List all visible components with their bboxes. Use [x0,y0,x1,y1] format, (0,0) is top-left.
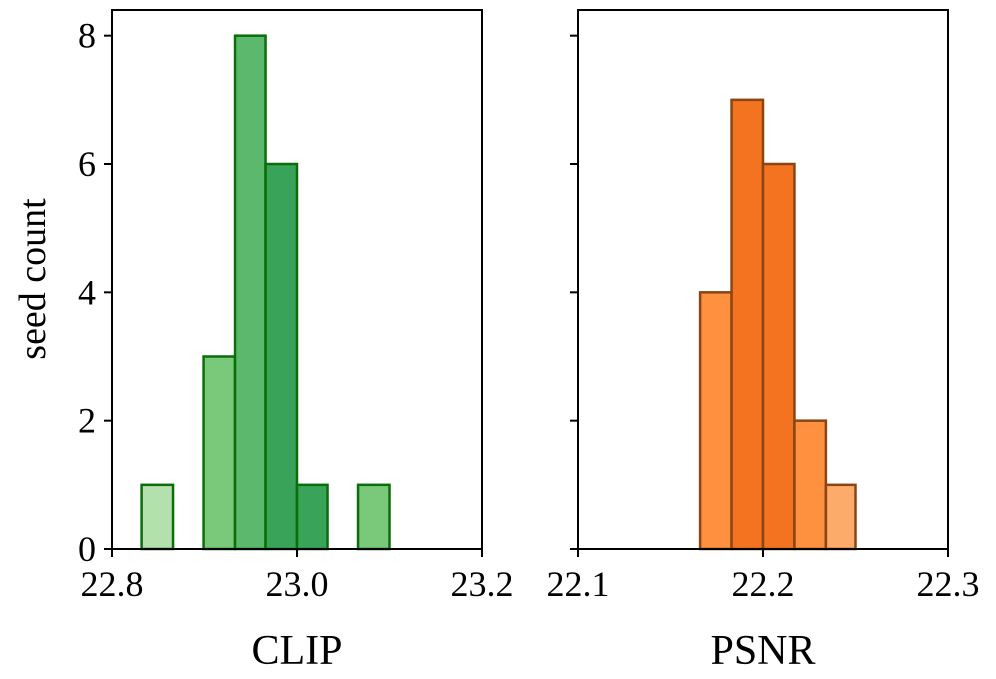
clip-x-tick-label-1: 23.0 [266,564,329,604]
clip-y-tick-label-3: 6 [78,144,96,184]
psnr-bar-0 [698,291,733,551]
clip-bar-0 [140,483,175,551]
clip-y-tick-label-0: 0 [78,529,96,569]
clip-bar-5 [356,483,391,551]
clip-histogram-panel: 22.8 23.0 23.2 0 2 4 6 8 CLIP [78,9,514,674]
clip-y-tick-label-4: 8 [78,16,96,56]
psnr-bar-1 [730,98,765,551]
clip-bar-1 [202,355,237,551]
clip-y-tick-label-1: 2 [78,401,96,441]
clip-x-tick-label-2: 23.2 [451,564,514,604]
psnr-bar-4 [824,483,857,551]
psnr-x-tick-label-2: 22.3 [917,564,980,604]
psnr-x-axis-label: PSNR [710,628,815,674]
psnr-bar-3 [793,419,828,551]
clip-bar-3 [264,162,299,551]
clip-x-tick-label-0: 22.8 [81,564,144,604]
psnr-bar-2 [761,162,796,551]
y-axis-label: seed count [12,198,54,360]
clip-x-axis-label: CLIP [251,628,342,674]
psnr-x-tick-label-0: 22.1 [547,564,610,604]
psnr-x-tick-label-1: 22.2 [732,564,795,604]
clip-bar-2 [233,34,267,551]
clip-y-tick-label-2: 4 [78,272,96,312]
psnr-histogram-panel: 22.1 22.2 22.3 PSNR [547,9,980,674]
clip-bar-4 [295,483,329,551]
